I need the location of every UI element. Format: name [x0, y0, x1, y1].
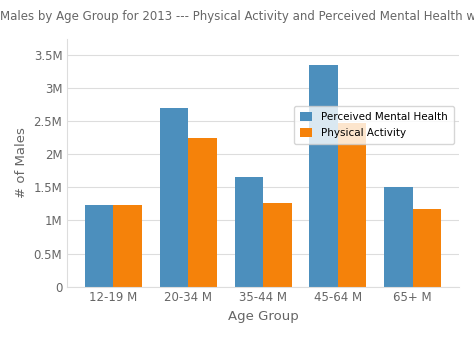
Bar: [384, 187, 413, 287]
Bar: [160, 108, 188, 287]
Bar: [188, 138, 217, 287]
Bar: [113, 205, 142, 287]
Bar: [85, 205, 113, 287]
Bar: [338, 123, 366, 287]
Legend: Perceived Mental Health, Physical Activity: Perceived Mental Health, Physical Activi…: [294, 106, 454, 144]
Text: Males by Age Group for 2013 --- Physical Activity and Perceived Mental Health wi: Males by Age Group for 2013 --- Physical…: [0, 10, 474, 23]
Y-axis label: # of Males: # of Males: [15, 127, 28, 198]
X-axis label: Age Group: Age Group: [228, 310, 299, 323]
Bar: [310, 65, 338, 287]
Bar: [263, 203, 292, 287]
Bar: [235, 177, 263, 287]
Bar: [413, 209, 441, 287]
